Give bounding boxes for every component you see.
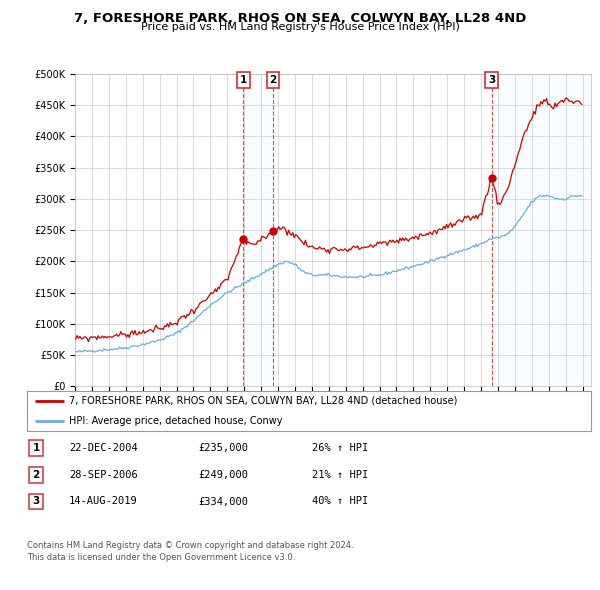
Text: 14-AUG-2019: 14-AUG-2019	[69, 497, 138, 506]
Text: HPI: Average price, detached house, Conwy: HPI: Average price, detached house, Conw…	[70, 416, 283, 425]
Text: £334,000: £334,000	[198, 497, 248, 506]
Text: £249,000: £249,000	[198, 470, 248, 480]
Text: 2: 2	[269, 75, 277, 85]
Text: 7, FORESHORE PARK, RHOS ON SEA, COLWYN BAY, LL28 4ND: 7, FORESHORE PARK, RHOS ON SEA, COLWYN B…	[74, 12, 526, 25]
Text: 1: 1	[32, 444, 40, 453]
Text: 7, FORESHORE PARK, RHOS ON SEA, COLWYN BAY, LL28 4ND (detached house): 7, FORESHORE PARK, RHOS ON SEA, COLWYN B…	[70, 396, 458, 405]
Text: 3: 3	[32, 497, 40, 506]
Text: 28-SEP-2006: 28-SEP-2006	[69, 470, 138, 480]
Text: 22-DEC-2004: 22-DEC-2004	[69, 444, 138, 453]
Bar	[244, 74, 273, 386]
Text: 21% ↑ HPI: 21% ↑ HPI	[312, 470, 368, 480]
Text: £235,000: £235,000	[198, 444, 248, 453]
Text: 1: 1	[240, 75, 247, 85]
Text: Contains HM Land Registry data © Crown copyright and database right 2024.: Contains HM Land Registry data © Crown c…	[27, 541, 353, 550]
Text: 26% ↑ HPI: 26% ↑ HPI	[312, 444, 368, 453]
Text: 2: 2	[32, 470, 40, 480]
Bar	[491, 74, 591, 386]
Text: This data is licensed under the Open Government Licence v3.0.: This data is licensed under the Open Gov…	[27, 553, 295, 562]
Text: 40% ↑ HPI: 40% ↑ HPI	[312, 497, 368, 506]
Text: Price paid vs. HM Land Registry's House Price Index (HPI): Price paid vs. HM Land Registry's House …	[140, 22, 460, 32]
Text: 3: 3	[488, 75, 495, 85]
